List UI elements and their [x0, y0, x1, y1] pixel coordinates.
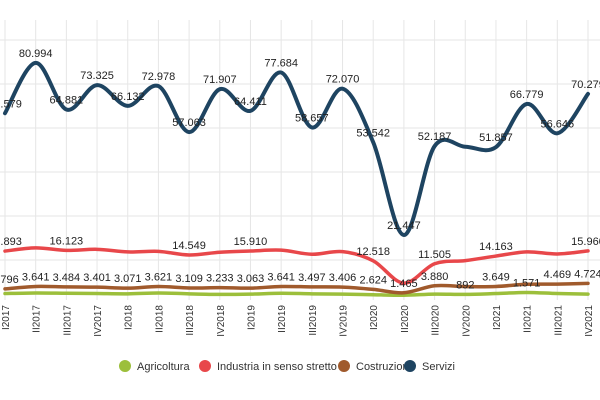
data-label-servizi: 71.907	[203, 74, 237, 86]
data-label-costruzioni: 3.641	[267, 271, 295, 283]
x-tick-label: II2019	[277, 305, 288, 333]
data-label-servizi: 73.325	[80, 70, 114, 82]
data-labels: 892 1.571 15.893 16.123 14.549 15.910 12.518 11…	[0, 48, 600, 291]
data-label-servizi: 64.411	[234, 96, 267, 108]
x-tick-label: III2020	[431, 305, 442, 336]
data-label-costruzioni: 1.465	[390, 278, 418, 290]
data-label-servizi: 58.657	[295, 112, 329, 124]
legend-item-servizi: Servizi	[404, 360, 455, 373]
x-tick-label: II2017	[32, 305, 43, 333]
data-label-costruzioni: 2.624	[359, 274, 387, 286]
data-label-servizi: 51.857	[479, 132, 513, 144]
data-label-industria-in-senso-stretto: 15.960	[571, 236, 600, 248]
data-label-costruzioni: 3.401	[83, 272, 111, 284]
x-tick-label: I2019	[246, 305, 257, 330]
data-label-servizi: 52.187	[418, 131, 452, 143]
x-tick-label: III2019	[308, 305, 319, 336]
x-tick-label: IV2019	[339, 305, 350, 337]
x-tick-label: III2021	[553, 305, 564, 336]
legend-marker-icon	[404, 360, 416, 372]
data-label-industria-in-senso-stretto: 14.549	[172, 240, 206, 252]
x-tick-label: IV2018	[216, 305, 227, 337]
grid	[0, 20, 600, 300]
data-label-servizi: 72.978	[142, 71, 176, 83]
data-label-servizi: 66.779	[510, 89, 544, 101]
data-label-servizi: 72.070	[326, 74, 360, 86]
series-line-agricoltura	[3, 290, 590, 298]
data-label-costruzioni: 3.109	[175, 273, 203, 285]
data-label-industria-in-senso-stretto: 15.893	[0, 236, 22, 248]
x-tick-label: I2017	[1, 305, 12, 330]
data-label-industria-in-senso-stretto: 14.163	[479, 241, 513, 253]
x-tick-label: III2018	[185, 305, 196, 336]
data-label-agricoltura: 892	[456, 279, 474, 291]
legend: Agricoltura Industria in senso stretto Cos…	[119, 360, 455, 373]
data-label-servizi: 66.132	[111, 91, 145, 103]
series-lines	[3, 60, 590, 298]
data-label-costruzioni: 3.071	[114, 273, 142, 285]
data-label-costruzioni: 3.880	[421, 271, 449, 283]
data-label-costruzioni: 3.484	[53, 272, 81, 284]
x-tick-label: IV2017	[93, 305, 104, 337]
data-label-servizi: 64.881	[50, 94, 84, 106]
data-label-costruzioni: 3.497	[298, 272, 326, 284]
legend-marker-icon	[119, 360, 131, 372]
data-label-costruzioni: 3.621	[145, 272, 173, 284]
series-line-costruzioni	[3, 281, 590, 295]
legend-item-costruzioni: Costruzioni	[338, 360, 411, 373]
data-label-costruzioni: 3.641	[22, 271, 50, 283]
legend-label: Agricoltura	[137, 361, 190, 373]
data-label-costruzioni: 3.649	[482, 271, 510, 283]
x-tick-label: IV2020	[461, 305, 472, 337]
data-label-costruzioni: 3.233	[206, 273, 234, 285]
x-tick-label: II2021	[523, 305, 534, 333]
data-label-servizi: 56.646	[540, 118, 574, 130]
data-label-servizi: 57.063	[172, 117, 206, 129]
data-label-costruzioni: 4.724	[574, 268, 600, 280]
data-label-agricoltura: 1.571	[513, 277, 541, 289]
legend-item-industria-in-senso-stretto: Industria in senso stretto	[199, 360, 337, 373]
legend-label: Costruzioni	[356, 361, 411, 373]
x-axis-ticks: I2017 II2017 III2017 IV2017 I2018 II2018 III20…	[1, 305, 595, 337]
data-label-costruzioni: 3.406	[329, 272, 357, 284]
x-tick-label: II2020	[400, 305, 411, 333]
data-label-costruzioni: 4.469	[544, 269, 572, 281]
legend-label: Industria in senso stretto	[217, 361, 337, 373]
x-tick-label: I2021	[492, 305, 503, 330]
x-tick-label: II2018	[154, 305, 165, 333]
x-tick-label: III2017	[62, 305, 73, 336]
legend-label: Servizi	[422, 361, 455, 373]
x-tick-label: I2020	[369, 305, 380, 330]
data-label-servizi: 53.542	[356, 127, 390, 139]
data-label-industria-in-senso-stretto: 11.505	[418, 249, 451, 261]
data-label-costruzioni: 3.063	[237, 273, 265, 285]
legend-marker-icon	[338, 360, 350, 372]
data-label-servizi: 63.579	[0, 98, 22, 110]
series-line-industria-in-senso-stretto	[3, 246, 590, 285]
x-tick-label: I2018	[124, 305, 135, 330]
data-label-industria-in-senso-stretto: 16.123	[50, 235, 84, 247]
data-label-industria-in-senso-stretto: 12.518	[356, 246, 390, 258]
data-label-costruzioni: 2.796	[0, 274, 19, 286]
series-line-servizi	[3, 60, 590, 238]
data-label-servizi: 77.684	[264, 57, 298, 69]
data-label-industria-in-senso-stretto: 15.910	[234, 236, 268, 248]
data-label-servizi: 80.994	[19, 48, 53, 60]
data-label-servizi: 70.279	[571, 79, 600, 91]
legend-item-agricoltura: Agricoltura	[119, 360, 190, 373]
legend-marker-icon	[199, 360, 211, 372]
data-label-servizi: 21.447	[387, 220, 421, 232]
x-tick-label: IV2021	[584, 305, 595, 337]
